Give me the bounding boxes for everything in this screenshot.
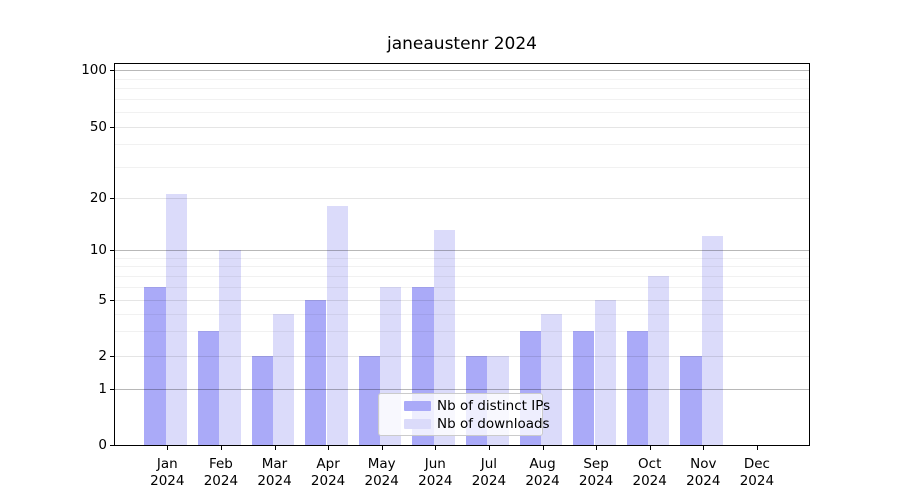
y-tick-mark-50 [110,127,114,128]
gridline-y-2 [115,356,809,357]
y-tick-label-50: 50 [89,119,107,135]
x-tick-mark-nov [703,446,705,450]
x-tick-mark-jul [488,446,490,450]
bar-distinct-ips-jan [144,286,166,445]
gridline-y-60 [115,112,809,113]
y-tick-mark-100 [110,70,114,71]
gridline-y-40 [115,144,809,146]
x-tick-label-dec: Dec 2024 [739,456,775,489]
x-tick-label-aug: Aug 2024 [525,456,560,489]
bar-distinct-ips-mar [251,356,273,445]
x-tick-mark-sep [596,446,598,450]
chart-title: janeaustenr 2024 [387,34,537,54]
bar-distinct-ips-oct [626,331,649,445]
bar-downloads-sep [594,300,616,445]
x-tick-mark-mar [274,446,276,450]
y-tick-mark-1 [110,389,114,390]
legend: Nb of distinct IPs Nb of downloads [378,393,550,436]
x-tick-mark-may [381,446,383,450]
gridline-y-1 [115,389,809,390]
x-tick-mark-aug [542,446,544,450]
y-tick-mark-5 [110,300,114,301]
x-tick-label-apr: Apr 2024 [310,456,346,489]
legend-label-downloads: Nb of downloads [437,415,550,432]
bar-downloads-aug [540,313,563,445]
x-tick-mark-oct [649,446,651,450]
x-tick-label-mar: Mar 2024 [257,456,292,489]
legend-item-downloads: Nb of downloads [404,416,550,432]
x-tick-label-may: May 2024 [364,456,399,489]
gridline-y-8 [115,266,809,268]
bar-downloads-jan [165,194,188,445]
gridline-y-5 [115,300,809,301]
x-tick-mark-dec [756,446,758,450]
x-tick-label-oct: Oct 2024 [632,456,667,489]
gridline-y-9 [115,257,809,259]
y-tick-mark-2 [110,356,114,357]
x-tick-mark-apr [328,446,330,450]
y-tick-label-100: 100 [81,62,107,78]
gridline-y-80 [115,88,809,90]
x-tick-mark-jun [435,446,437,450]
gridline-y-70 [115,99,809,101]
y-tick-label-10: 10 [89,242,107,258]
bar-distinct-ips-sep [573,331,595,445]
x-tick-label-jul: Jul 2024 [471,456,507,489]
x-tick-label-nov: Nov 2024 [686,456,721,489]
gridline-y-7 [115,275,809,277]
y-tick-label-5: 5 [98,292,107,308]
y-tick-mark-0 [110,445,114,446]
x-tick-label-jan: Jan 2024 [150,456,185,489]
x-tick-label-feb: Feb 2024 [203,456,239,489]
x-tick-label-jun: Jun 2024 [418,456,453,489]
plot-area: Nb of distinct IPs Nb of downloads [114,63,810,446]
gridline-y-50 [115,127,809,128]
x-tick-mark-jan [167,446,169,450]
gridline-y-30 [115,166,809,168]
y-tick-mark-20 [110,198,114,199]
bar-distinct-ips-nov [680,356,702,445]
y-tick-label-0: 0 [98,437,107,453]
y-tick-label-20: 20 [89,190,107,206]
legend-label-distinct-ips: Nb of distinct IPs [437,397,551,414]
gridline-y-6 [115,286,809,288]
bar-downloads-feb [219,250,241,445]
gridline-y-4 [115,313,809,315]
plot-layer [115,64,809,445]
x-tick-mark-feb [220,446,222,450]
legend-swatch-downloads [404,418,431,429]
bar-downloads-mar [272,313,295,445]
gridline-y-100 [115,70,809,71]
gridline-y-3 [115,331,809,333]
legend-swatch-distinct-ips [404,400,431,411]
bar-downloads-nov [701,236,724,445]
bar-downloads-jun [433,230,456,445]
bar-downloads-oct [648,275,670,445]
bar-downloads-apr [326,205,348,445]
x-tick-label-sep: Sep 2024 [578,456,614,489]
bar-distinct-ips-feb [197,331,220,445]
y-tick-label-1: 1 [98,381,107,397]
gridline-y-20 [115,198,809,199]
gridline-y-90 [115,78,809,80]
y-tick-label-2: 2 [98,348,107,364]
bar-distinct-ips-apr [305,300,327,445]
y-tick-mark-10 [110,250,114,251]
gridline-y-10 [115,250,809,251]
legend-item-distinct-ips: Nb of distinct IPs [404,398,550,414]
bar-distinct-ips-may [358,356,381,445]
